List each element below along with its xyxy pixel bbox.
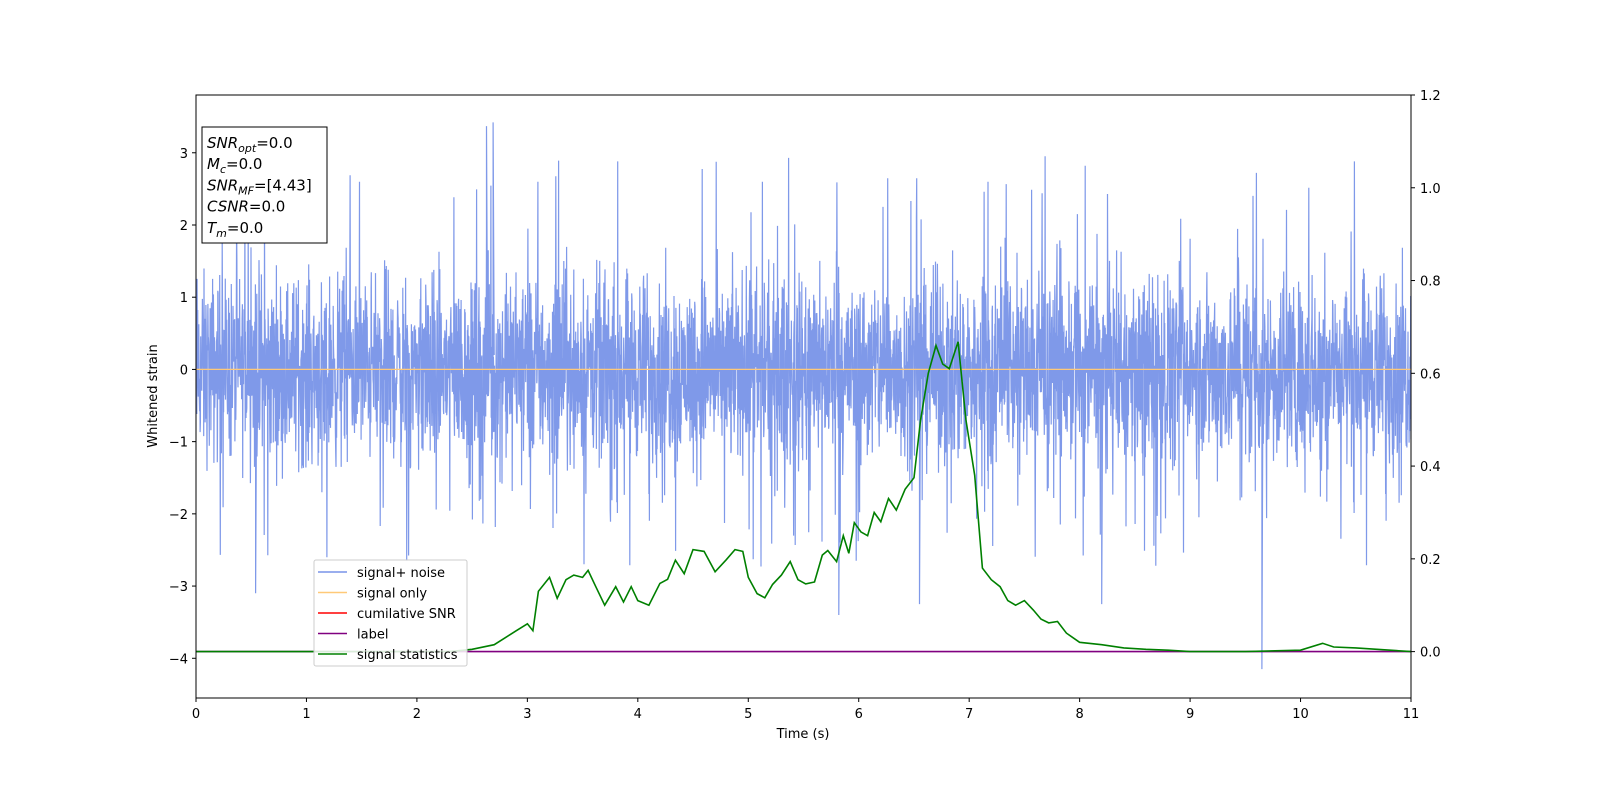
x-tick-label: 7 xyxy=(965,707,973,722)
y-tick-label: 3 xyxy=(180,147,188,162)
plot-frame xyxy=(195,94,1412,699)
info-box-line: SNRopt=0.0 xyxy=(207,134,293,155)
info-subscript: MF xyxy=(238,184,254,197)
legend-frame xyxy=(313,559,468,667)
y-tick-label: −1 xyxy=(169,436,188,451)
y-tick-label: 2 xyxy=(180,219,188,234)
x-tick-label: 6 xyxy=(855,707,863,722)
y-axis-left: −4 −3 −2 −1 0 1 2 3 xyxy=(169,147,196,667)
signal-statistics-line xyxy=(196,341,1411,653)
x-axis-label: Time (s) xyxy=(776,727,830,742)
legend-label: cumilative SNR xyxy=(357,607,456,622)
y-tick-label: 0 xyxy=(180,363,188,378)
y2-tick-label: 0.8 xyxy=(1420,275,1441,290)
y-axis-right: 0.0 0.2 0.4 0.6 0.8 1.0 1.2 xyxy=(1411,89,1441,661)
info-value: =0.0 xyxy=(227,219,263,237)
x-tick-label: 0 xyxy=(192,707,200,722)
info-box-line: SNRMF=[4.43] xyxy=(207,176,312,197)
y-tick-label: 1 xyxy=(180,291,188,306)
info-symbol: SNR xyxy=(207,176,238,194)
info-box-frame xyxy=(201,126,328,244)
y-tick-label: −2 xyxy=(169,508,188,523)
y2-tick-label: 1.0 xyxy=(1420,182,1441,197)
y2-tick-label: 0.6 xyxy=(1420,367,1441,382)
signal-plus-noise-series xyxy=(196,122,1411,670)
x-tick-label: 5 xyxy=(744,707,752,722)
info-box-line: Tm=0.0 xyxy=(207,219,263,240)
info-box: SNRopt=0.0Mc=0.0SNRMF=[4.43]CSNR=0.0Tm=0… xyxy=(201,126,328,244)
x-tick-label: 3 xyxy=(523,707,531,722)
y-axis-label: Whitened strain xyxy=(146,344,161,447)
info-symbol: M xyxy=(207,155,220,173)
y2-tick-label: 1.2 xyxy=(1420,89,1441,104)
info-value: =0.0 xyxy=(256,134,292,152)
signal-plus-noise-line xyxy=(196,122,1411,670)
info-value: =[4.43] xyxy=(254,176,312,194)
x-tick-label: 4 xyxy=(634,707,642,722)
x-tick-label: 2 xyxy=(413,707,421,722)
legend-label: signal+ noise xyxy=(357,566,445,581)
legend-label: signal only xyxy=(357,587,427,602)
info-symbol: SNR xyxy=(207,134,238,152)
x-tick-label: 9 xyxy=(1186,707,1194,722)
legend-label: label xyxy=(357,628,388,643)
x-tick-label: 11 xyxy=(1403,707,1420,722)
info-subscript: m xyxy=(216,227,227,240)
info-symbol: CSNR xyxy=(207,198,249,216)
x-axis: 0 1 2 3 4 5 6 7 8 9 10 11 xyxy=(192,698,1419,722)
y-tick-label: −4 xyxy=(169,652,188,667)
y-tick-label: −3 xyxy=(169,580,188,595)
info-value: =0.0 xyxy=(226,155,262,173)
y2-tick-label: 0.2 xyxy=(1420,553,1441,568)
info-subscript: c xyxy=(220,163,226,176)
legend-label: signal statistics xyxy=(357,648,458,663)
info-symbol: T xyxy=(207,219,218,237)
y2-tick-label: 0.0 xyxy=(1420,646,1441,661)
info-value: =0.0 xyxy=(249,198,285,216)
x-tick-label: 10 xyxy=(1292,707,1309,722)
info-box-line: CSNR=0.0 xyxy=(207,198,285,216)
x-tick-label: 8 xyxy=(1075,707,1083,722)
info-box-line: Mc=0.0 xyxy=(207,155,262,176)
y2-tick-label: 0.4 xyxy=(1420,460,1441,475)
info-subscript: opt xyxy=(238,142,257,155)
legend: signal+ noise signal only cumilative SNR la… xyxy=(313,559,468,667)
x-tick-label: 1 xyxy=(302,707,310,722)
